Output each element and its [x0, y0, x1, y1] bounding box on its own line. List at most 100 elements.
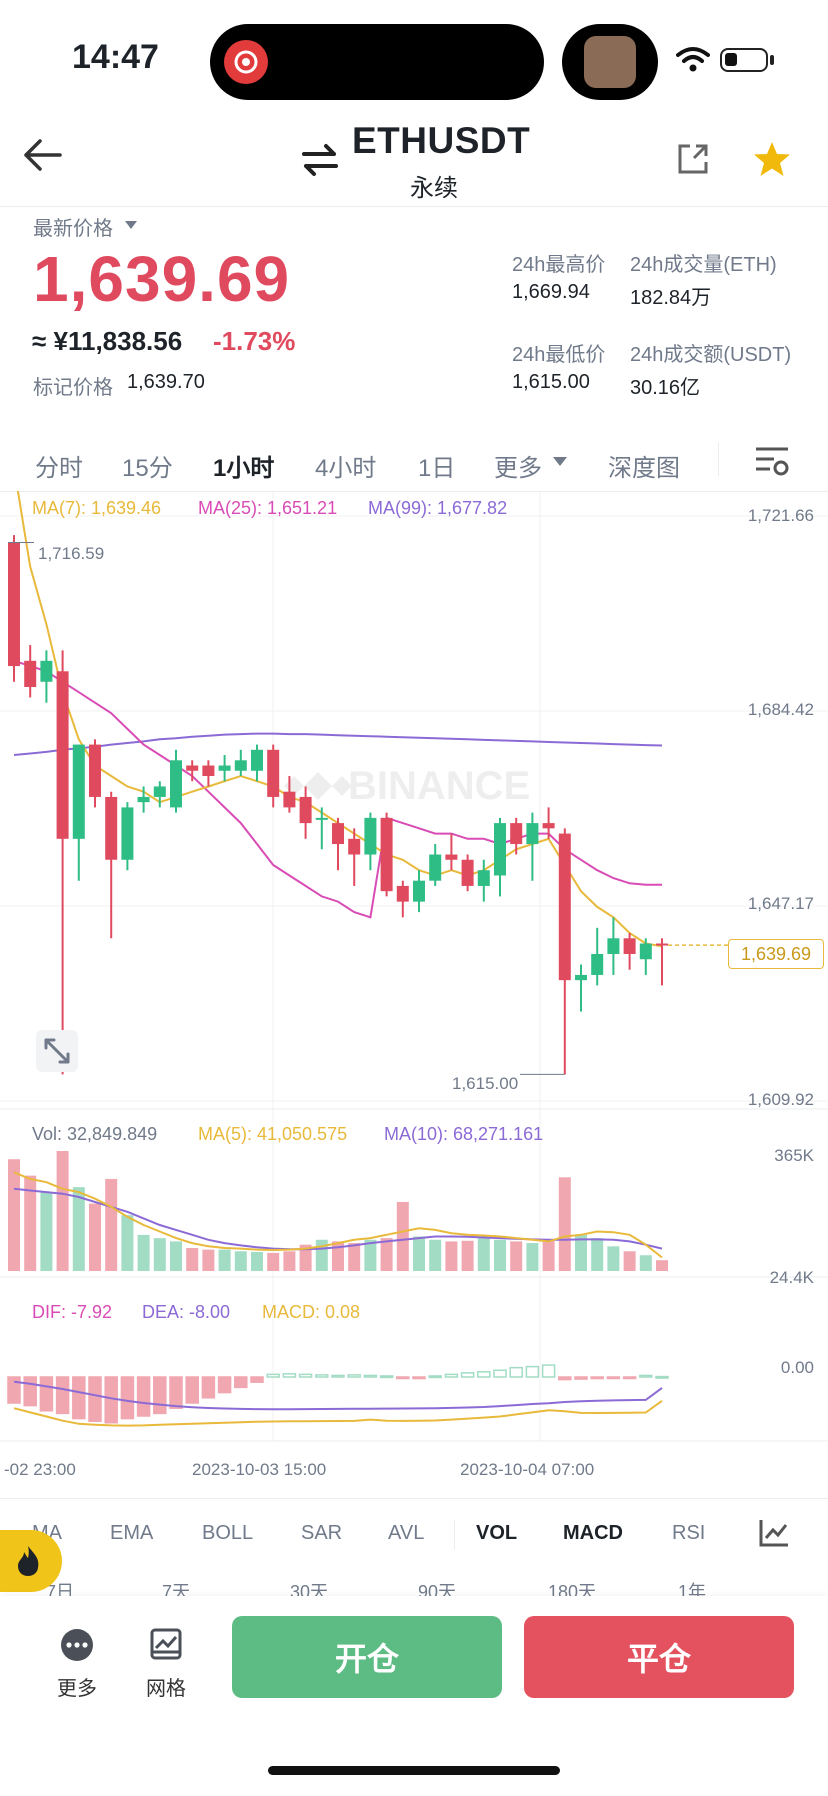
- home-indicator: [268, 1766, 560, 1775]
- grid-bot-icon[interactable]: [150, 1628, 182, 1660]
- symbol-title[interactable]: ETHUSDT: [352, 120, 531, 161]
- swap-icon[interactable]: [300, 142, 340, 178]
- macd-bar-24: [396, 1376, 410, 1380]
- macd-bar-11: [185, 1376, 199, 1404]
- vol-ma10-legend: MA(10): 68,271.161: [384, 1124, 544, 1144]
- kline-chart[interactable]: BINANCE: [0, 491, 828, 1501]
- volume-bar-5: [89, 1203, 101, 1271]
- macd-bar-26: [428, 1375, 442, 1379]
- volume-eth-label: 24h成交量(ETH): [630, 254, 777, 276]
- indicator-sar[interactable]: SAR: [301, 1522, 343, 1544]
- indicator-boll[interactable]: BOLL: [202, 1522, 254, 1544]
- volume-bar-22: [364, 1239, 377, 1271]
- macd-bar-13: [217, 1376, 232, 1394]
- tab-15m[interactable]: 15分: [122, 455, 173, 482]
- battery-tip: [770, 55, 774, 65]
- indicator-avl[interactable]: AVL: [388, 1522, 425, 1544]
- volume-bar-20: [332, 1241, 344, 1271]
- floating-fire-button[interactable]: [0, 1530, 62, 1592]
- macd-bar-40: [655, 1375, 669, 1379]
- volume-bar-33: [542, 1239, 555, 1271]
- tab-depth[interactable]: 深度图: [608, 455, 680, 482]
- candle-body-27: [445, 854, 458, 860]
- macd-dea-legend: DEA: -8.00: [142, 1302, 231, 1322]
- close-position-button[interactable]: 平仓: [524, 1616, 794, 1698]
- macd-bar-33: [541, 1364, 556, 1378]
- volume-bar-39: [639, 1255, 652, 1271]
- candle-body-22: [364, 817, 377, 855]
- volume-bar-2: [40, 1192, 53, 1271]
- macd-dif-legend: DIF: -7.92: [32, 1302, 113, 1322]
- candle-body-16: [267, 749, 280, 797]
- volume-bar-21: [348, 1243, 361, 1271]
- open-position-button[interactable]: 开仓: [232, 1616, 502, 1698]
- volume-bar-18: [299, 1244, 312, 1271]
- price-tick-2: 1,684.42: [747, 700, 814, 719]
- indicator-settings-icon[interactable]: [758, 1518, 790, 1548]
- volume-bar-29: [477, 1238, 490, 1271]
- candle-body-21: [348, 838, 361, 855]
- indicator-vol[interactable]: VOL: [476, 1522, 518, 1544]
- latest-price-label[interactable]: 最新价格: [33, 218, 113, 240]
- macd-bar-30: [493, 1369, 507, 1378]
- music-app-icon[interactable]: [224, 40, 268, 84]
- macd-bar-2: [39, 1376, 54, 1412]
- volume-bar-23: [380, 1238, 393, 1271]
- more-caret-icon[interactable]: [552, 456, 568, 467]
- tab-1d[interactable]: 1日: [418, 455, 456, 482]
- tab-more[interactable]: 更多: [494, 455, 542, 482]
- ma99-legend: MA(99): 1,677.82: [368, 498, 508, 518]
- volume-bar-12: [202, 1249, 215, 1271]
- indicator-macd[interactable]: MACD: [563, 1522, 623, 1544]
- candles: [8, 535, 728, 1075]
- battery-icon: [720, 48, 768, 72]
- more-dots-icon[interactable]: [60, 1628, 94, 1662]
- tabs-divider: [0, 491, 828, 492]
- macd-bar-36: [590, 1376, 604, 1380]
- volume-bar-0: [8, 1159, 20, 1271]
- macd-bar-29: [477, 1371, 491, 1378]
- candle-body-25: [413, 880, 425, 902]
- dropdown-caret-icon[interactable]: [124, 220, 138, 230]
- grid-label[interactable]: 网格: [146, 1678, 186, 1700]
- volume-usdt-label: 24h成交额(USDT): [630, 344, 792, 366]
- indicator-ema[interactable]: EMA: [110, 1522, 154, 1544]
- candle-body-20: [332, 823, 344, 845]
- macd-bar-22: [363, 1374, 378, 1378]
- ma99-polyline: [13, 732, 663, 756]
- cny-price: ≈ ¥11,838.56: [32, 326, 183, 356]
- macd-bar-16: [266, 1373, 280, 1378]
- vol-tick-min: 24.4K: [769, 1268, 814, 1287]
- candle-body-5: [89, 744, 101, 797]
- favorite-star-icon[interactable]: [752, 140, 792, 178]
- volume-eth-value: 182.84万: [630, 287, 712, 309]
- indicator-divider: [0, 1498, 828, 1499]
- indicator-rsi[interactable]: RSI: [672, 1522, 706, 1544]
- expand-icon[interactable]: [36, 1030, 78, 1072]
- tab-1h[interactable]: 1小时: [213, 455, 275, 482]
- share-icon[interactable]: [676, 142, 710, 176]
- mark-price: 1,639.70: [127, 371, 205, 393]
- volume-usdt-value: 30.16亿: [630, 377, 701, 399]
- tab-4h[interactable]: 4小时: [315, 455, 377, 482]
- volume-bar-3: [56, 1151, 69, 1271]
- wifi-icon: [676, 47, 710, 72]
- chart-settings-icon[interactable]: [754, 446, 790, 478]
- macd-bar-32: [525, 1365, 540, 1378]
- now-playing-artwork[interactable]: [584, 36, 636, 88]
- more-label[interactable]: 更多: [57, 1678, 97, 1700]
- macd-bar-35: [574, 1376, 588, 1380]
- macd-bar-14: [234, 1376, 248, 1389]
- candle-body-26: [429, 854, 442, 881]
- candle-body-6: [105, 796, 118, 860]
- candle-body-24: [396, 885, 409, 902]
- price-tick-1: 1,721.66: [747, 506, 814, 525]
- candle-body-8: [137, 796, 150, 803]
- time-tick-2: 2023-10-03 15:00: [192, 1460, 327, 1479]
- tab-timeline[interactable]: 分时: [35, 455, 83, 482]
- volume-bar-24: [396, 1201, 409, 1271]
- vol-ma5-legend: MA(5): 41,050.575: [198, 1124, 348, 1144]
- back-arrow-icon[interactable]: [22, 138, 62, 172]
- volume-bar-4: [72, 1187, 85, 1271]
- mark-price-label: 标记价格: [33, 377, 113, 399]
